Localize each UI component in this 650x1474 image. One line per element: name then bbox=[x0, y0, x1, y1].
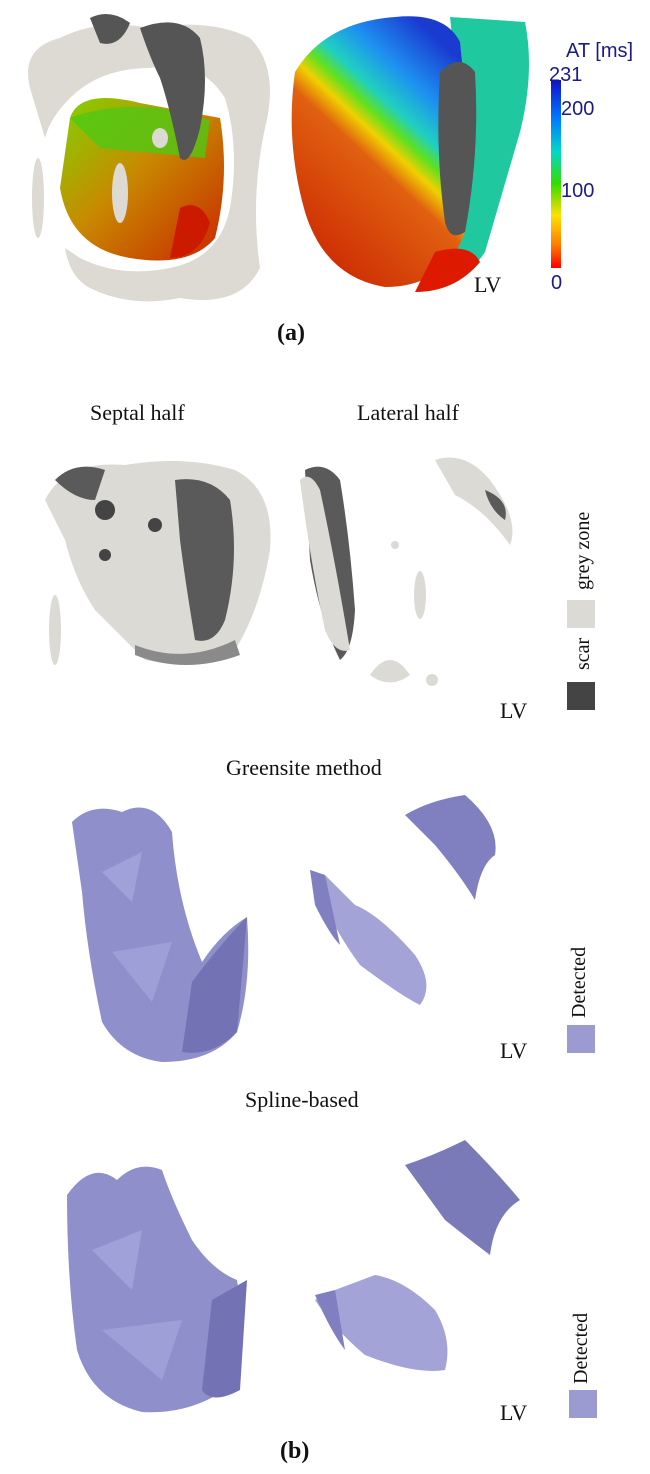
lv-label-row1: LV bbox=[500, 698, 528, 723]
legend-scar-label: scar bbox=[572, 637, 594, 670]
colorbar-tick-min: 0 bbox=[551, 272, 563, 294]
legend-detected-label-row2: Detected bbox=[568, 946, 590, 1018]
colorbar-title: AT [ms] bbox=[566, 40, 634, 62]
legend-scar-swatch bbox=[567, 682, 595, 710]
lv-label-row3: LV bbox=[500, 1400, 528, 1425]
row3-title: Spline-based bbox=[245, 1087, 359, 1112]
scar-render-lateral bbox=[300, 457, 513, 686]
lv-label-a: LV bbox=[474, 272, 502, 297]
legend-detected-swatch-row2 bbox=[567, 1025, 595, 1053]
scar-render-septal bbox=[45, 461, 271, 665]
spline-render-lateral bbox=[315, 1140, 520, 1371]
spline-render-septal bbox=[67, 1166, 247, 1413]
row2-title: Greensite method bbox=[226, 755, 382, 780]
colorbar-tick-200: 200 bbox=[561, 98, 595, 120]
colorbar-tick-100: 100 bbox=[561, 180, 595, 202]
heart-render-left bbox=[28, 14, 270, 302]
legend-detected-swatch-row3 bbox=[569, 1390, 597, 1418]
header-septal-half: Septal half bbox=[90, 400, 185, 425]
colorbar-tick-max: 231 bbox=[549, 64, 583, 86]
heart-render-right bbox=[291, 16, 529, 292]
legend-greyzone-swatch bbox=[567, 600, 595, 628]
legend-greyzone-label: grey zone bbox=[572, 511, 594, 590]
greensite-render-septal bbox=[72, 807, 249, 1062]
greensite-render-lateral bbox=[310, 795, 496, 1005]
lv-label-row2: LV bbox=[500, 1038, 528, 1063]
caption-b: (b) bbox=[280, 1438, 310, 1464]
header-lateral-half: Lateral half bbox=[357, 400, 459, 425]
caption-a: (a) bbox=[277, 320, 305, 346]
colorbar-gradient bbox=[551, 80, 561, 268]
legend-detected-label-row3: Detected bbox=[570, 1312, 592, 1384]
